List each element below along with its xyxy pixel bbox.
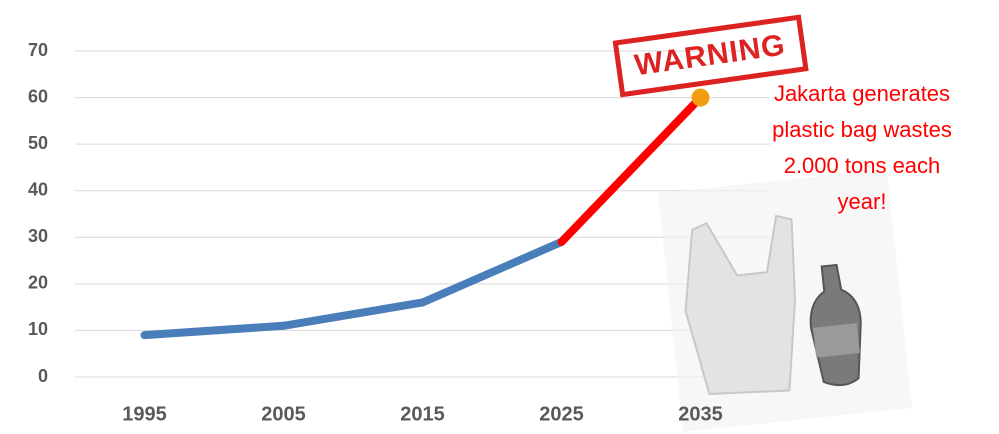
x-tick-label: 2025 — [539, 403, 584, 425]
y-tick-label: 10 — [28, 319, 48, 339]
end-marker — [691, 88, 710, 107]
line-segment — [140, 321, 288, 340]
x-tick-label: 2005 — [261, 403, 306, 425]
y-tick-label: 20 — [28, 273, 48, 293]
bag-illustration — [658, 169, 912, 432]
annotation-line: Jakarta generates — [774, 81, 950, 106]
annotation-line: plastic bag wastes — [772, 117, 952, 142]
y-tick-label: 60 — [28, 86, 48, 106]
bottle-label — [813, 323, 860, 358]
line-segment — [279, 298, 427, 330]
x-tick-label: 2035 — [678, 403, 723, 425]
y-tick-label: 40 — [28, 179, 48, 199]
line-segment — [418, 237, 566, 307]
annotation-line: year! — [838, 189, 887, 214]
x-tick-label: 2015 — [400, 403, 445, 425]
annotation-line: 2.000 tons each — [784, 153, 941, 178]
stamp-border — [612, 14, 809, 98]
y-tick-label: 70 — [28, 40, 48, 60]
y-tick-label: 50 — [28, 133, 48, 153]
y-tick-label: 30 — [28, 226, 48, 246]
plastic-bag — [684, 214, 796, 395]
y-tick-label: 0 — [38, 366, 48, 386]
x-tick-label: 1995 — [122, 403, 167, 425]
line-segment — [557, 93, 705, 246]
